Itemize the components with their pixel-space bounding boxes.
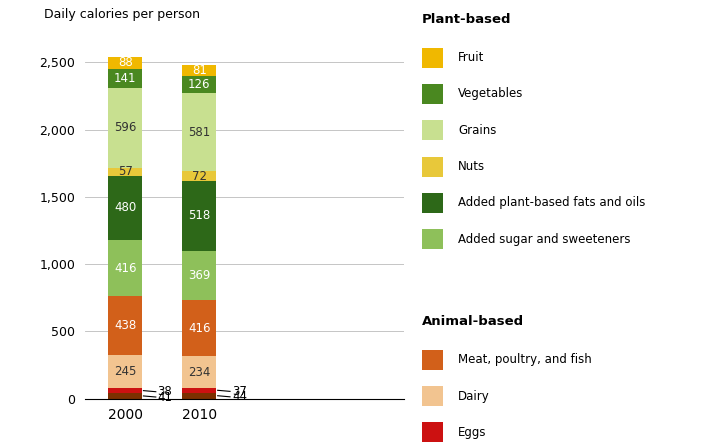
Text: Fruit: Fruit (458, 51, 485, 64)
Text: Added sugar and sweeteners: Added sugar and sweeteners (458, 233, 631, 246)
Bar (422, 229, 443, 249)
Bar (108, 388, 142, 393)
Bar (183, 356, 217, 388)
Text: Daily calories per person: Daily calories per person (43, 8, 200, 21)
Text: Added plant-based fats and oils: Added plant-based fats and oils (458, 196, 646, 210)
Text: 518: 518 (188, 210, 210, 222)
Bar (422, 48, 443, 68)
Text: Eggs: Eggs (458, 426, 487, 439)
Bar (183, 76, 217, 93)
Bar (108, 88, 142, 168)
Text: 416: 416 (188, 322, 211, 335)
Text: 126: 126 (188, 78, 211, 91)
Text: 234: 234 (188, 365, 210, 379)
Text: Dairy: Dairy (458, 389, 490, 403)
Bar (422, 156, 443, 176)
Bar (183, 65, 217, 76)
Bar (183, 181, 217, 251)
Bar (108, 355, 142, 388)
Bar (422, 84, 443, 104)
Bar (422, 423, 443, 442)
Bar (183, 393, 217, 399)
Text: Nuts: Nuts (458, 160, 486, 173)
Bar (108, 168, 142, 175)
Text: 37: 37 (232, 385, 247, 398)
Text: Vegetables: Vegetables (458, 87, 524, 101)
Bar (183, 93, 217, 171)
Text: Animal-based: Animal-based (422, 315, 524, 328)
Text: 369: 369 (188, 269, 210, 282)
Bar (108, 57, 142, 69)
Text: Grains: Grains (458, 124, 496, 137)
Bar (422, 350, 443, 369)
Text: Plant-based: Plant-based (422, 13, 512, 26)
Text: 245: 245 (114, 365, 137, 378)
Text: 41: 41 (158, 391, 173, 404)
Bar (108, 393, 142, 399)
Text: 438: 438 (114, 319, 137, 332)
Text: 72: 72 (192, 170, 207, 183)
Bar (183, 388, 217, 393)
Text: 81: 81 (192, 64, 207, 77)
Bar (108, 69, 142, 88)
Bar (422, 193, 443, 213)
Text: 57: 57 (118, 165, 132, 178)
Bar (108, 175, 142, 240)
Text: 38: 38 (158, 385, 173, 398)
Text: 480: 480 (114, 202, 137, 214)
Bar (422, 120, 443, 140)
Text: 596: 596 (114, 121, 137, 134)
Text: 44: 44 (232, 390, 247, 403)
Text: 88: 88 (118, 56, 132, 70)
Text: Meat, poultry, and fish: Meat, poultry, and fish (458, 353, 592, 366)
Bar (108, 240, 142, 296)
Text: 141: 141 (114, 72, 137, 85)
Text: 416: 416 (114, 262, 137, 275)
Bar (422, 386, 443, 406)
Text: 581: 581 (188, 126, 210, 139)
Bar (183, 300, 217, 356)
Bar (183, 171, 217, 181)
Bar (108, 296, 142, 355)
Bar (183, 251, 217, 300)
